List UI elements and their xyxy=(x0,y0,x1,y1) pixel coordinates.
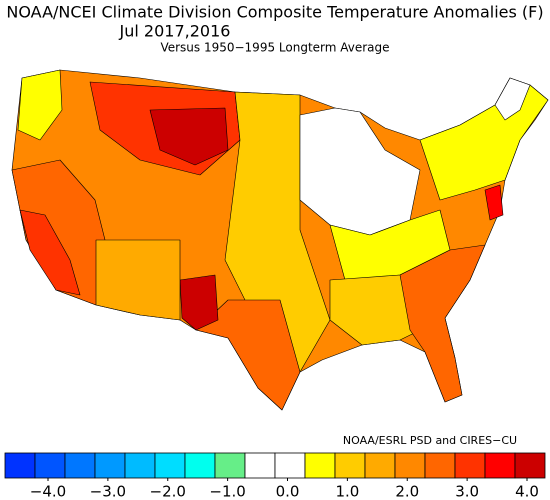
colorbar-swatch xyxy=(424,452,456,479)
subtitle: Versus 1950−1995 Longterm Average xyxy=(160,41,389,55)
colorbar-swatch xyxy=(244,452,276,479)
colorbar-tick-label: −2.0 xyxy=(150,483,186,500)
colorbar-swatch xyxy=(484,452,516,479)
region-southeast xyxy=(399,244,486,403)
region-northeast xyxy=(419,77,549,201)
region-montana xyxy=(149,107,229,166)
colorbar-swatch xyxy=(184,452,216,479)
region-california xyxy=(19,209,81,296)
colorbar-swatch xyxy=(94,452,126,479)
colorbar-tick-label: −3.0 xyxy=(90,483,126,500)
us-map xyxy=(11,69,549,411)
colorbar-swatch xyxy=(274,452,306,479)
colorbar-tick-label: 3.0 xyxy=(455,483,479,500)
region-mid-atlantic xyxy=(484,184,504,221)
region-southwest xyxy=(95,239,181,321)
colorbar-swatch xyxy=(124,452,156,479)
colorbar-swatch xyxy=(154,452,186,479)
colorbar-swatch xyxy=(454,452,486,479)
title: NOAA/NCEI Climate Division Composite Tem… xyxy=(6,3,543,22)
colorbar-tick-label: 1.0 xyxy=(335,483,359,500)
colorbar-tick-label: −4.0 xyxy=(30,483,66,500)
colorbar: −4.0 −3.0 −2.0 −1.0 0.0 1.0 2.0 3.0 4.0 xyxy=(4,452,546,500)
colorbar-swatch xyxy=(4,452,36,479)
colorbar-swatch xyxy=(334,452,366,479)
colorbar-swatch xyxy=(394,452,426,479)
colorbar-tick-label: 0.0 xyxy=(276,483,300,500)
region-midwest xyxy=(299,107,421,236)
region-texas xyxy=(195,299,301,411)
colorbar-swatch xyxy=(214,452,246,479)
region-maine xyxy=(494,77,531,121)
region-northwest xyxy=(17,69,63,141)
colorbar-tick-label: −1.0 xyxy=(209,483,245,500)
colorbar-swatch xyxy=(34,452,66,479)
colorbar-tick-label: 4.0 xyxy=(515,483,539,500)
colorbar-swatch xyxy=(64,452,96,479)
colorbar-swatch xyxy=(514,452,546,479)
colorbar-tick-label: 2.0 xyxy=(395,483,419,500)
region-new-mexico xyxy=(179,274,219,331)
credit: NOAA/ESRL PSD and CIRES−CU xyxy=(343,434,517,447)
period: Jul 2017,2016 xyxy=(119,22,231,41)
colorbar-swatch xyxy=(364,452,396,479)
colorbar-swatch xyxy=(304,452,336,479)
